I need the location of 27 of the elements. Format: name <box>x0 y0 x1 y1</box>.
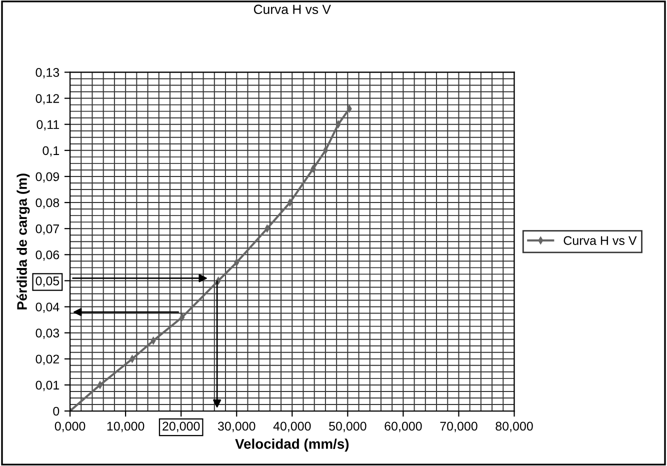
legend-label: Curva H vs V <box>564 236 637 245</box>
x-axis-title: Velocidad (mm/s) <box>235 438 349 452</box>
y-tick-label: 0 <box>53 406 60 416</box>
x-tick-label: 70,000 <box>440 422 478 432</box>
x-tick-label: 60,000 <box>384 422 422 432</box>
x-tick-label: 50,000 <box>329 422 366 432</box>
x-tick-label: 40,000 <box>273 422 311 432</box>
y-tick-label: 0,02 <box>36 354 59 366</box>
x-tick-label: 30,000 <box>218 422 256 432</box>
y-tick-label: 0,12 <box>36 94 59 104</box>
y-tick-label: 0,01 <box>36 380 60 392</box>
x-tick-label: 20,000 <box>162 422 200 432</box>
y-tick-label: 0,08 <box>36 198 60 209</box>
y-tick-label: 0,07 <box>36 224 59 235</box>
y-tick-label: 0,11 <box>36 120 60 130</box>
y-tick-label: 0,1 <box>42 146 60 157</box>
y-tick-label: 0,03 <box>36 328 60 339</box>
y-tick-label: 0,06 <box>36 250 60 261</box>
x-tick-label: 80,000 <box>496 422 533 432</box>
y-tick-label: 0,13 <box>36 68 60 78</box>
y-tick-label: 0,05 <box>36 276 60 287</box>
x-tick-label: 0,000 <box>54 422 86 432</box>
y-axis-title: Pérdida de carga (m) <box>16 174 30 310</box>
y-tick-label: 0,04 <box>36 302 60 313</box>
chart-title: Curva H vs V <box>254 4 331 14</box>
y-tick-label: 0,09 <box>36 172 60 183</box>
x-tick-label: 10,000 <box>107 422 144 432</box>
